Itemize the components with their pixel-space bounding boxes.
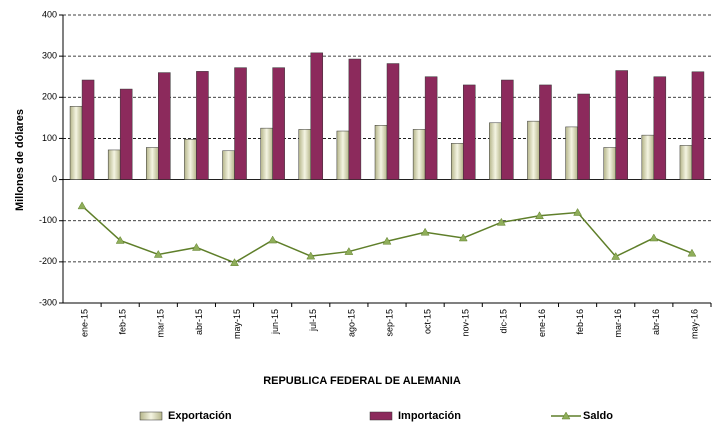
- y-tick-label: -300: [39, 297, 57, 307]
- bar: [374, 125, 388, 180]
- legend-label: Importación: [398, 410, 461, 422]
- bar: [298, 129, 312, 180]
- marker: [687, 248, 697, 257]
- y-tick-label: 200: [42, 92, 57, 102]
- bar: [527, 120, 540, 180]
- marker: [496, 217, 506, 226]
- marker: [77, 201, 87, 210]
- marker: [535, 211, 544, 220]
- marker: [191, 242, 201, 251]
- y-tick-label: 0: [52, 174, 57, 184]
- y-tick-label: -200: [39, 256, 57, 266]
- marker: [115, 235, 125, 244]
- marker: [153, 249, 163, 258]
- bar: [424, 76, 438, 180]
- bar: [386, 63, 400, 180]
- marker: [611, 252, 621, 260]
- legend-swatch: [139, 411, 163, 421]
- bar: [462, 84, 476, 180]
- bar: [119, 88, 133, 180]
- bar: [615, 70, 628, 180]
- bar: [679, 145, 693, 180]
- bar: [310, 52, 324, 180]
- bar: [146, 147, 159, 180]
- marker: [649, 233, 659, 242]
- x-tick-label: jun-15: [270, 309, 280, 335]
- bar: [272, 67, 285, 180]
- bar: [107, 149, 121, 180]
- x-tick-label: feb-15: [118, 309, 128, 335]
- x-tick-label: sep-15: [384, 309, 394, 337]
- legend-marker: [561, 411, 571, 420]
- x-tick-label: dic-15: [499, 309, 509, 334]
- x-tick-label: abr-15: [194, 309, 204, 335]
- y-tick-label: 400: [42, 9, 57, 19]
- x-tick-label: ene-16: [537, 309, 547, 337]
- legend-label: Exportación: [168, 410, 232, 422]
- x-tick-label: ago-15: [346, 309, 356, 337]
- bar: [412, 129, 426, 180]
- legend-swatch: [369, 411, 393, 421]
- bar: [577, 93, 590, 180]
- legend-label: Saldo: [583, 410, 613, 422]
- bar: [260, 127, 273, 180]
- x-tick-label: nov-15: [461, 309, 471, 337]
- y-axis-label: Millones de dólares: [14, 109, 26, 211]
- y-tick-label: 100: [42, 133, 57, 143]
- x-tick-label: mar-15: [156, 309, 166, 338]
- bar: [196, 71, 209, 180]
- x-tick-label: jul-15: [308, 309, 318, 332]
- bar: [81, 79, 95, 180]
- x-tick-label: abr-16: [651, 309, 661, 335]
- marker: [230, 258, 239, 266]
- bar: [603, 147, 616, 180]
- marker: [458, 233, 468, 242]
- bar: [158, 72, 171, 180]
- x-tick-label: feb-16: [575, 309, 585, 335]
- bar: [539, 84, 552, 180]
- bar: [348, 58, 362, 180]
- marker: [306, 251, 316, 260]
- x-tick-label: may-16: [689, 309, 699, 339]
- bar: [691, 71, 705, 180]
- marker: [420, 227, 430, 236]
- marker: [382, 236, 392, 245]
- bar: [565, 126, 578, 180]
- y-tick-label: 300: [42, 51, 57, 61]
- x-tick-label: oct-15: [422, 309, 432, 334]
- bar: [69, 106, 83, 180]
- marker: [344, 247, 354, 255]
- marker: [268, 235, 278, 244]
- bar: [501, 79, 514, 180]
- x-tick-label: may-15: [232, 309, 242, 339]
- bar: [184, 139, 197, 180]
- marker: [573, 207, 583, 216]
- x-tick-label: mar-16: [613, 309, 623, 338]
- bar: [653, 76, 667, 180]
- bar: [489, 122, 502, 180]
- chart-title: REPUBLICA FEDERAL DE ALEMANIA: [263, 375, 461, 387]
- bar: [222, 150, 235, 180]
- x-tick-label: ene-15: [79, 309, 89, 337]
- bar: [234, 67, 247, 180]
- y-tick-label: -100: [39, 215, 57, 225]
- line: [81, 205, 693, 264]
- bar: [641, 134, 655, 180]
- bar: [336, 130, 350, 180]
- bar: [450, 143, 464, 180]
